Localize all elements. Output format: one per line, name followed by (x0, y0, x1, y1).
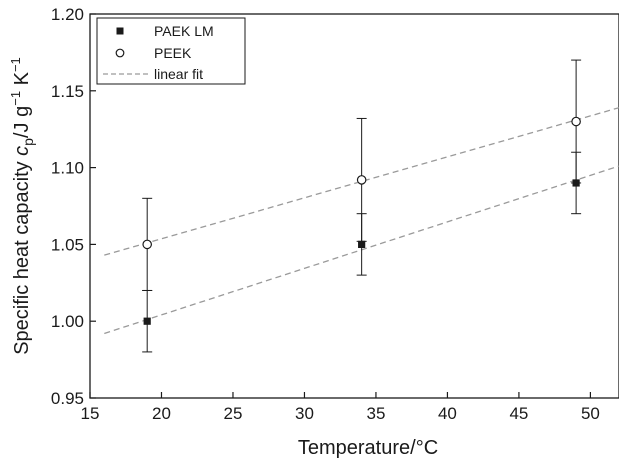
marker-square-1 (358, 240, 366, 248)
y-tick-label-1.05: 1.05 (51, 235, 84, 254)
marker-circle-1 (356, 175, 367, 185)
legend-label-paek-lm: PAEK LM (154, 23, 214, 39)
marker-circle-0 (142, 239, 152, 250)
x-tick-label-35: 35 (366, 404, 385, 423)
marker-square-0 (143, 317, 151, 325)
x-axis-ticks: 15 20 25 30 35 40 45 50 (81, 392, 600, 423)
y-tick-label-1.15: 1.15 (51, 82, 84, 101)
y-tick-label-1.1: 1.10 (51, 159, 84, 178)
y-axis-label-subscript: p (20, 138, 36, 146)
legend-label-peek: PEEK (154, 45, 192, 61)
legend-label-linear-fit: linear fit (154, 66, 203, 82)
x-tick-label-40: 40 (438, 404, 457, 423)
y-tick-label-1.2: 1.20 (51, 5, 84, 24)
y-axis-label-unit-mid: K (11, 71, 33, 91)
x-tick-label-15: 15 (81, 404, 100, 423)
y-tick-label-1: 1.00 (51, 312, 84, 331)
data-markers (142, 116, 581, 325)
y-axis-label-exp2: −1 (8, 57, 23, 72)
x-tick-label-30: 30 (295, 404, 314, 423)
y-axis-label-unit-pre: /J g (11, 106, 33, 138)
plot-frame (89, 13, 619, 399)
x-tick-label-20: 20 (152, 404, 171, 423)
y-axis-label-prefix: Specific heat capacity (11, 156, 33, 355)
x-tick-label-45: 45 (509, 404, 528, 423)
legend: PAEK LM PEEK linear fit (96, 17, 246, 85)
x-tick-label-50: 50 (581, 404, 600, 423)
legend-marker-paek-lm (116, 27, 124, 35)
y-tick-label-0.95: 0.95 (51, 389, 84, 408)
y-axis-label: Specific heat capacity cp/J g−1 K−1 (8, 57, 36, 355)
y-axis-label-exp1: −1 (8, 91, 23, 106)
legend-marker-peek (115, 48, 125, 58)
error-bars (142, 59, 582, 353)
y-axis-label-symbol: c (11, 146, 33, 156)
y-axis-ticks: 0.95 1.00 1.05 1.10 1.15 1.20 (51, 5, 96, 408)
marker-square-2 (572, 179, 580, 187)
x-axis-label: Temperature/°C (298, 437, 438, 459)
marker-circle-2 (571, 116, 581, 127)
x-tick-label-25: 25 (224, 404, 243, 423)
